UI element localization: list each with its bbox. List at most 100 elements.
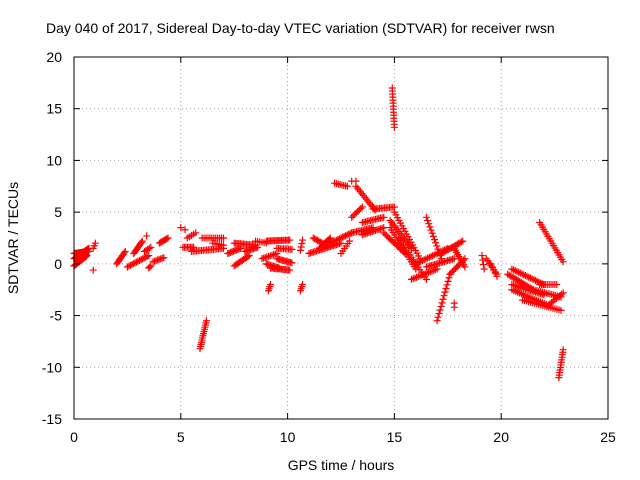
data-point bbox=[83, 252, 91, 260]
data-point bbox=[326, 239, 334, 247]
data-point bbox=[515, 268, 523, 276]
data-point bbox=[439, 295, 447, 303]
data-point bbox=[415, 258, 423, 266]
data-point bbox=[425, 220, 433, 228]
data-point bbox=[339, 233, 347, 241]
data-point bbox=[461, 263, 469, 271]
data-point bbox=[140, 254, 148, 262]
data-point bbox=[297, 243, 305, 251]
data-point bbox=[493, 272, 501, 280]
data-point bbox=[137, 256, 145, 264]
data-point bbox=[147, 243, 155, 251]
data-point bbox=[354, 207, 362, 215]
data-point bbox=[559, 289, 567, 297]
gridlines bbox=[74, 57, 608, 419]
data-point bbox=[423, 269, 431, 277]
data-point bbox=[427, 226, 435, 234]
data-point bbox=[424, 216, 432, 224]
data-point bbox=[145, 244, 153, 252]
data-point bbox=[380, 213, 388, 221]
data-point bbox=[342, 232, 350, 240]
y-axis-ticks: -15 -10 -5 0 5 10 15 20 bbox=[42, 49, 608, 427]
chart-title: Day 040 of 2017, Sidereal Day-to-day VTE… bbox=[46, 20, 555, 36]
data-point bbox=[516, 269, 524, 277]
data-point bbox=[435, 310, 443, 318]
data-point bbox=[351, 210, 359, 218]
data-point bbox=[89, 266, 97, 274]
data-point bbox=[299, 281, 307, 289]
data-point bbox=[433, 265, 441, 273]
data-point bbox=[525, 273, 533, 281]
data-point bbox=[436, 306, 444, 314]
data-point bbox=[521, 272, 529, 280]
data-point bbox=[528, 275, 536, 283]
data-point bbox=[557, 306, 565, 314]
data-point bbox=[298, 240, 306, 248]
data-point bbox=[430, 266, 438, 274]
y-tick-label: 15 bbox=[46, 101, 62, 117]
data-point bbox=[424, 254, 432, 262]
data-point bbox=[147, 262, 155, 270]
data-point bbox=[427, 253, 435, 261]
data-point bbox=[131, 259, 139, 267]
data-point bbox=[123, 263, 131, 271]
data-point bbox=[419, 257, 427, 265]
data-point bbox=[433, 317, 441, 325]
data-point bbox=[329, 238, 337, 246]
data-point bbox=[425, 268, 433, 276]
data-point bbox=[417, 257, 425, 265]
data-point bbox=[416, 272, 424, 280]
x-tick-label: 20 bbox=[493, 429, 509, 445]
y-tick-label: 0 bbox=[54, 256, 62, 272]
data-point bbox=[286, 266, 294, 274]
data-point bbox=[440, 292, 448, 300]
data-point bbox=[145, 252, 153, 260]
data-point bbox=[337, 234, 345, 242]
data-point bbox=[487, 260, 495, 268]
data-point bbox=[419, 271, 427, 279]
data-point bbox=[335, 235, 343, 243]
data-point bbox=[299, 236, 307, 244]
data-point bbox=[267, 281, 275, 289]
data-point bbox=[192, 229, 200, 237]
data-point bbox=[438, 299, 446, 307]
data-point bbox=[491, 269, 499, 277]
data-point bbox=[430, 251, 438, 259]
data-point bbox=[332, 236, 340, 244]
data-point bbox=[437, 302, 445, 310]
data-point bbox=[434, 245, 442, 253]
data-point bbox=[429, 232, 437, 240]
data-point bbox=[530, 276, 538, 284]
x-tick-label: 15 bbox=[387, 429, 403, 445]
data-point bbox=[202, 317, 210, 325]
data-point bbox=[288, 245, 296, 253]
plot-frame bbox=[73, 56, 609, 420]
data-point bbox=[286, 236, 294, 244]
data-point bbox=[331, 237, 339, 245]
data-point bbox=[479, 261, 487, 269]
data-point bbox=[352, 209, 360, 217]
data-point bbox=[518, 270, 526, 278]
data-point bbox=[510, 266, 518, 274]
data-point bbox=[343, 182, 351, 190]
data-point bbox=[130, 260, 138, 268]
data-point bbox=[490, 266, 498, 274]
data-point bbox=[421, 270, 429, 278]
x-tick-label: 10 bbox=[280, 429, 296, 445]
data-point bbox=[348, 213, 356, 221]
data-point bbox=[413, 259, 421, 267]
data-point bbox=[508, 265, 516, 273]
data-point bbox=[357, 204, 365, 212]
data-point bbox=[288, 259, 296, 267]
data-point bbox=[428, 229, 436, 237]
data-point bbox=[133, 258, 141, 266]
data-point bbox=[138, 237, 146, 245]
data-point bbox=[443, 281, 451, 289]
data-point bbox=[431, 266, 439, 274]
data-point bbox=[441, 288, 449, 296]
y-axis-label: SDTVAR / TECUs bbox=[5, 182, 21, 294]
data-point bbox=[422, 213, 430, 221]
data-point bbox=[433, 242, 441, 250]
data-point bbox=[390, 123, 398, 131]
